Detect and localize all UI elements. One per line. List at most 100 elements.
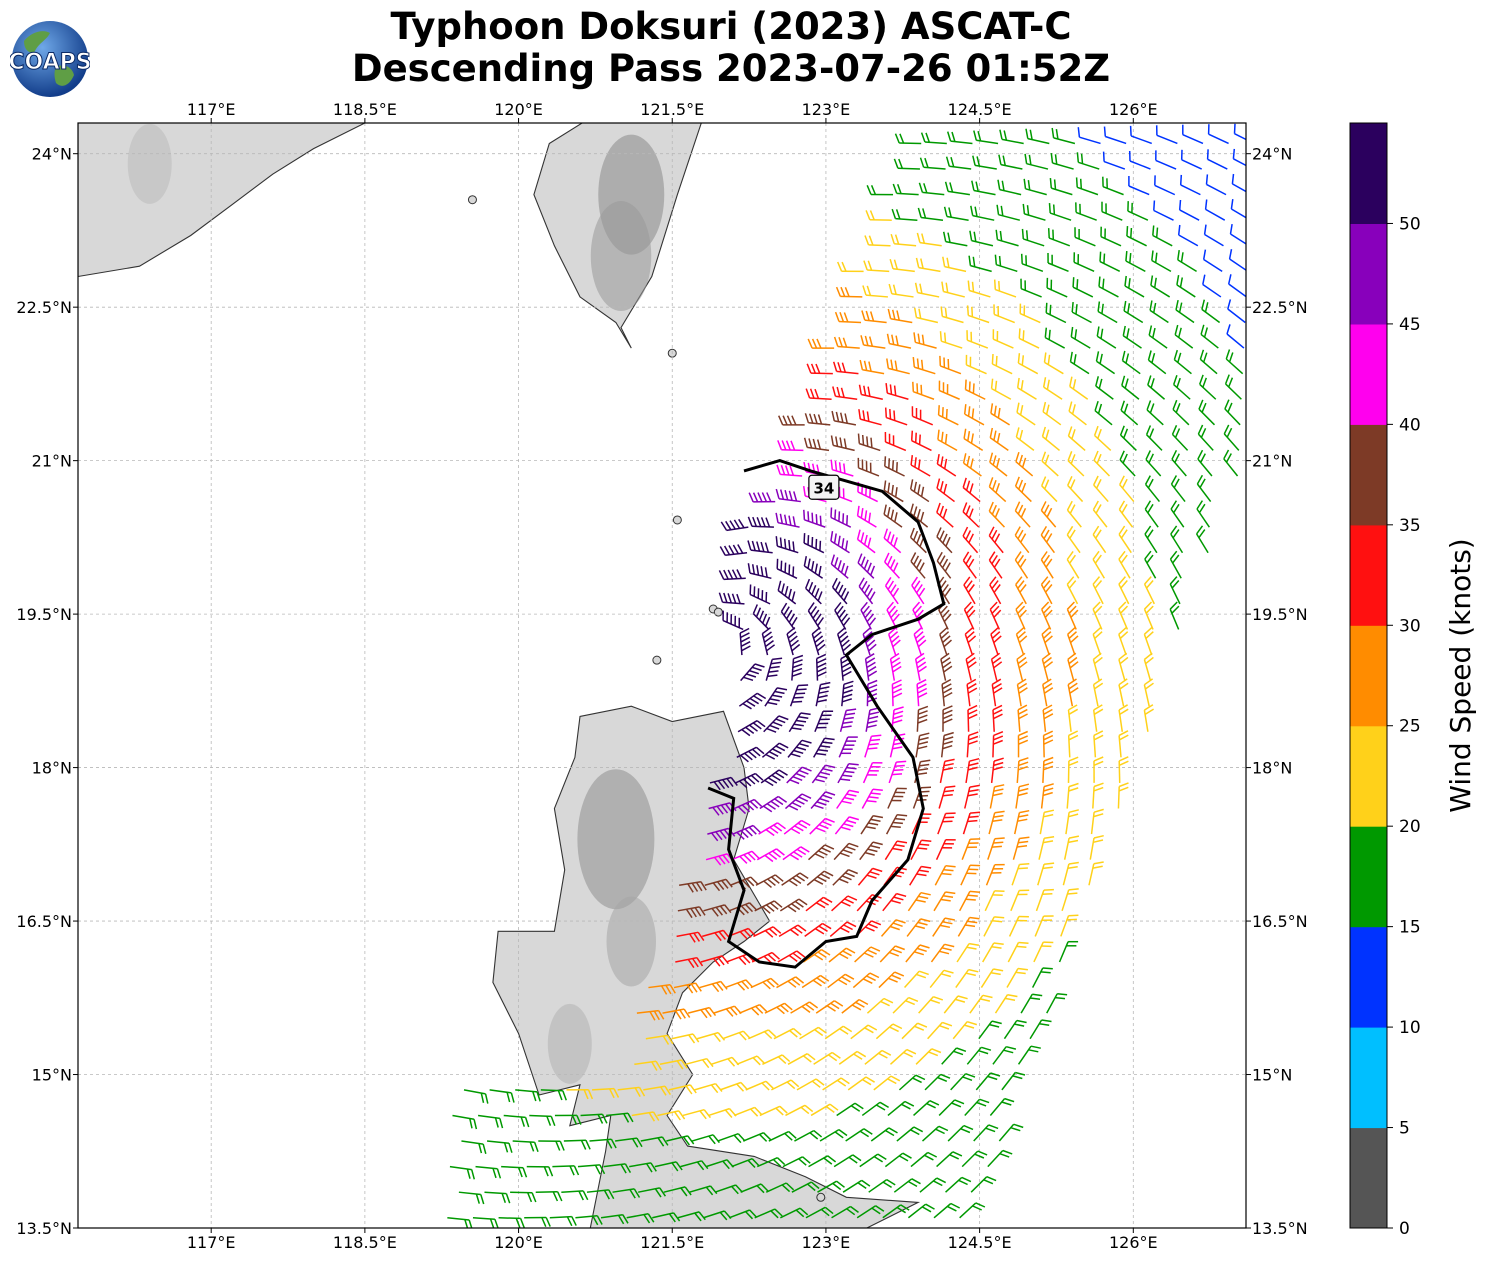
wind-barb [829, 921, 857, 937]
wind-barb [889, 652, 902, 681]
barb-flag [801, 793, 812, 799]
barb-flag [896, 310, 900, 321]
barb-flag [858, 577, 865, 587]
barb-flag [1042, 401, 1047, 412]
barb-flag [745, 802, 755, 811]
barb-flag [1118, 576, 1126, 585]
barb-flag [1103, 253, 1106, 264]
barb-flag [723, 592, 728, 603]
barb-flag [1010, 1126, 1021, 1132]
barb-flag [795, 799, 805, 805]
wind-barb [1118, 500, 1134, 528]
barb-flag [815, 514, 818, 525]
barb-flag [890, 635, 900, 644]
barb-flag [1257, 199, 1259, 209]
barb-flag [968, 788, 979, 793]
barb-flag [942, 714, 953, 720]
barb-flag [963, 576, 971, 586]
barb-flag [1076, 279, 1079, 290]
wind-barb [749, 584, 771, 605]
wind-barb [832, 386, 858, 400]
barb-flag [845, 947, 856, 954]
barb-flag [742, 955, 751, 964]
wind-barb [1020, 278, 1042, 298]
barb-flag [843, 716, 854, 720]
barb-flag [769, 665, 780, 669]
wind-barb [861, 788, 883, 809]
wind-barb [1093, 425, 1112, 451]
barb-flag [944, 917, 955, 921]
colorbar-segment [1350, 725, 1387, 827]
wind-barb [1202, 249, 1223, 272]
barb-flag [942, 1021, 953, 1027]
barb-flag [759, 1004, 768, 1013]
barb-flag [1283, 198, 1285, 208]
barb-flag [750, 1108, 759, 1117]
barb-flag [571, 1115, 578, 1125]
barb-flag [820, 745, 831, 748]
barb-flag [1171, 605, 1180, 614]
barb-flag [715, 831, 723, 841]
barb-flag [1202, 377, 1208, 388]
barb-flag [596, 1215, 603, 1225]
wind-barb [1149, 300, 1169, 324]
contour-label-box [808, 474, 840, 500]
barb-flag [989, 576, 997, 586]
barb-flag [747, 540, 752, 551]
barb-flag [1018, 479, 1024, 490]
wind-barb [535, 1191, 563, 1202]
barb-flag [1093, 760, 1104, 766]
contour-34kt-line [707, 459, 946, 969]
barb-flag [1177, 352, 1182, 363]
wind-barb [961, 838, 981, 860]
wind-barb [761, 627, 776, 656]
barb-flag [887, 1078, 897, 1085]
barb-staff [498, 1217, 521, 1220]
barb-flag [834, 311, 840, 322]
barb-flag [800, 1106, 810, 1115]
barb-flag [1101, 303, 1104, 314]
barb-flag [810, 1181, 820, 1190]
barb-flag [999, 1152, 1010, 1158]
barb-flag [916, 533, 922, 544]
barb-flag [846, 921, 857, 928]
barb-staff [1105, 135, 1127, 145]
barb-flag [892, 284, 897, 295]
barb-flag [1200, 453, 1206, 463]
barb-flag [966, 656, 976, 665]
barb-flag [918, 308, 922, 319]
barb-flag [1018, 635, 1028, 644]
barb-flag [772, 926, 782, 934]
barb-flag [962, 477, 967, 488]
wind-barb [921, 1125, 949, 1142]
wind-barb [778, 924, 807, 938]
barb-flag [1179, 277, 1184, 288]
barb-flag [691, 882, 699, 892]
barb-flag [816, 902, 826, 909]
wind-barb [842, 1179, 871, 1193]
barb-flag [875, 1205, 885, 1212]
barb-flag [1151, 353, 1156, 364]
barb-flag [945, 282, 949, 293]
wind-barb [940, 652, 953, 681]
barb-flag [650, 1162, 657, 1172]
barb-flag [737, 1133, 746, 1142]
barb-flag [1102, 151, 1105, 162]
barb-flag [1044, 635, 1053, 644]
barb-flag [816, 666, 827, 673]
barb-flag [943, 458, 948, 469]
barb-flag [713, 1033, 721, 1043]
barb-flag [976, 1101, 987, 1107]
barb-flag [987, 1075, 998, 1081]
barb-flag [977, 1150, 988, 1156]
barb-flag [1144, 500, 1152, 510]
barb-flag [723, 569, 729, 580]
axis-ticks: 117°E117°E118.5°E118.5°E120°E120°E121.5°… [16, 100, 1307, 1252]
barb-flag [1099, 353, 1103, 364]
wind-barb [817, 1180, 845, 1193]
barb-flag [937, 429, 940, 440]
barb-flag [963, 428, 967, 439]
barb-flag [833, 1000, 844, 1007]
barb-flag [945, 785, 956, 789]
wind-barb [1016, 402, 1036, 426]
